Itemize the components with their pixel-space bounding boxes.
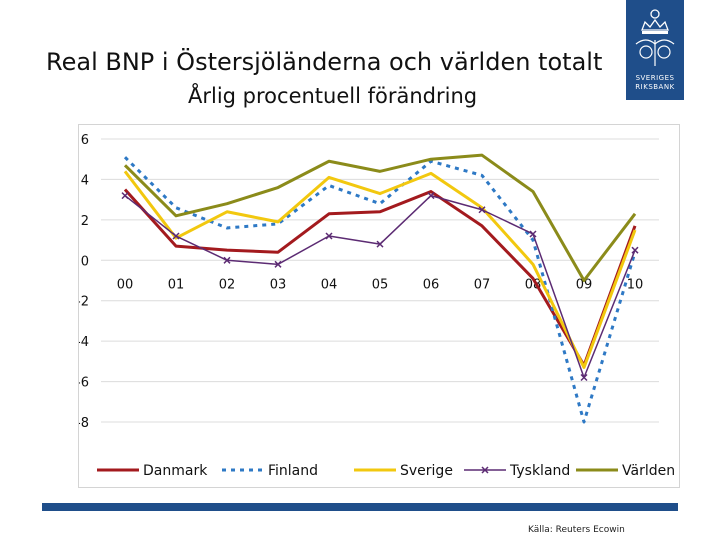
legend-label-världen: Världen <box>622 463 675 479</box>
series-marker <box>478 206 486 214</box>
series-lines <box>121 153 639 424</box>
series-marker <box>223 256 231 264</box>
y-tick-label: 4 <box>81 173 89 188</box>
slide-title: Real BNP i Östersjöländerna och världen … <box>46 48 603 76</box>
x-tick-label: 03 <box>270 277 287 292</box>
x-tick-label: 10 <box>627 277 644 292</box>
footer-bar <box>42 503 678 511</box>
y-tick-label: 0 <box>81 254 89 269</box>
legend-label-tyskland: Tyskland <box>509 463 570 479</box>
x-tick-label: 05 <box>372 277 389 292</box>
x-tick-label: 00 <box>117 277 134 292</box>
chart-frame: 6 4 2 0 -2 -4 -6 -8 00 01 02 03 04 05 06 07 08 09 10 Danm… <box>76 124 680 488</box>
y-tick-label: 2 <box>81 214 89 229</box>
series-line-danmark <box>123 188 637 367</box>
x-tick-label: 06 <box>423 277 440 292</box>
series-marker <box>580 373 588 382</box>
legend: Danmark Finland Sverige Tyskland Världen <box>97 463 675 479</box>
series-marker <box>172 232 180 240</box>
series-marker <box>427 192 435 200</box>
logo-text-riksbank: RIKSBANK <box>635 83 675 91</box>
series-line-världen <box>123 153 637 282</box>
legend-label-sverige: Sverige <box>400 463 453 479</box>
x-tick-label: 04 <box>321 277 338 292</box>
series-marker <box>121 192 129 200</box>
y-tick-label: -4 <box>79 335 89 350</box>
y-tick-label: -8 <box>79 416 89 431</box>
y-axis-ticks: 6 4 2 0 -2 -4 -6 -8 <box>76 133 89 431</box>
series-marker <box>529 230 537 238</box>
x-tick-label: 07 <box>474 277 491 292</box>
x-tick-label: 01 <box>168 277 185 292</box>
series-marker <box>376 240 384 248</box>
gdp-line-chart: 6 4 2 0 -2 -4 -6 -8 00 01 02 03 04 05 06 07 08 09 10 Danm… <box>76 133 675 479</box>
series-marker <box>325 232 333 240</box>
x-tick-label: 09 <box>576 277 593 292</box>
series-marker <box>274 260 282 268</box>
source-note: Källa: Reuters Ecowin <box>528 525 625 535</box>
x-tick-label: 02 <box>219 277 236 292</box>
legend-marker <box>481 466 489 474</box>
crown-emblem-icon <box>635 9 675 66</box>
y-tick-label: -6 <box>79 376 89 391</box>
slide-subtitle: Årlig procentuell förändring <box>188 84 478 108</box>
x-axis-ticks: 00 01 02 03 04 05 06 07 08 09 10 <box>117 277 644 292</box>
logo-text-sveriges: SVERIGES <box>635 74 675 82</box>
riksbank-logo: SVERIGES RIKSBANK <box>626 0 684 100</box>
legend-label-danmark: Danmark <box>143 463 208 479</box>
legend-label-finland: Finland <box>268 463 318 479</box>
series-marker <box>631 246 639 254</box>
grid-lines <box>101 138 659 423</box>
x-tick-label: 08 <box>525 277 542 292</box>
series-line-sverige <box>123 170 637 369</box>
y-tick-label: -2 <box>79 295 89 310</box>
y-tick-label: 6 <box>81 133 89 148</box>
